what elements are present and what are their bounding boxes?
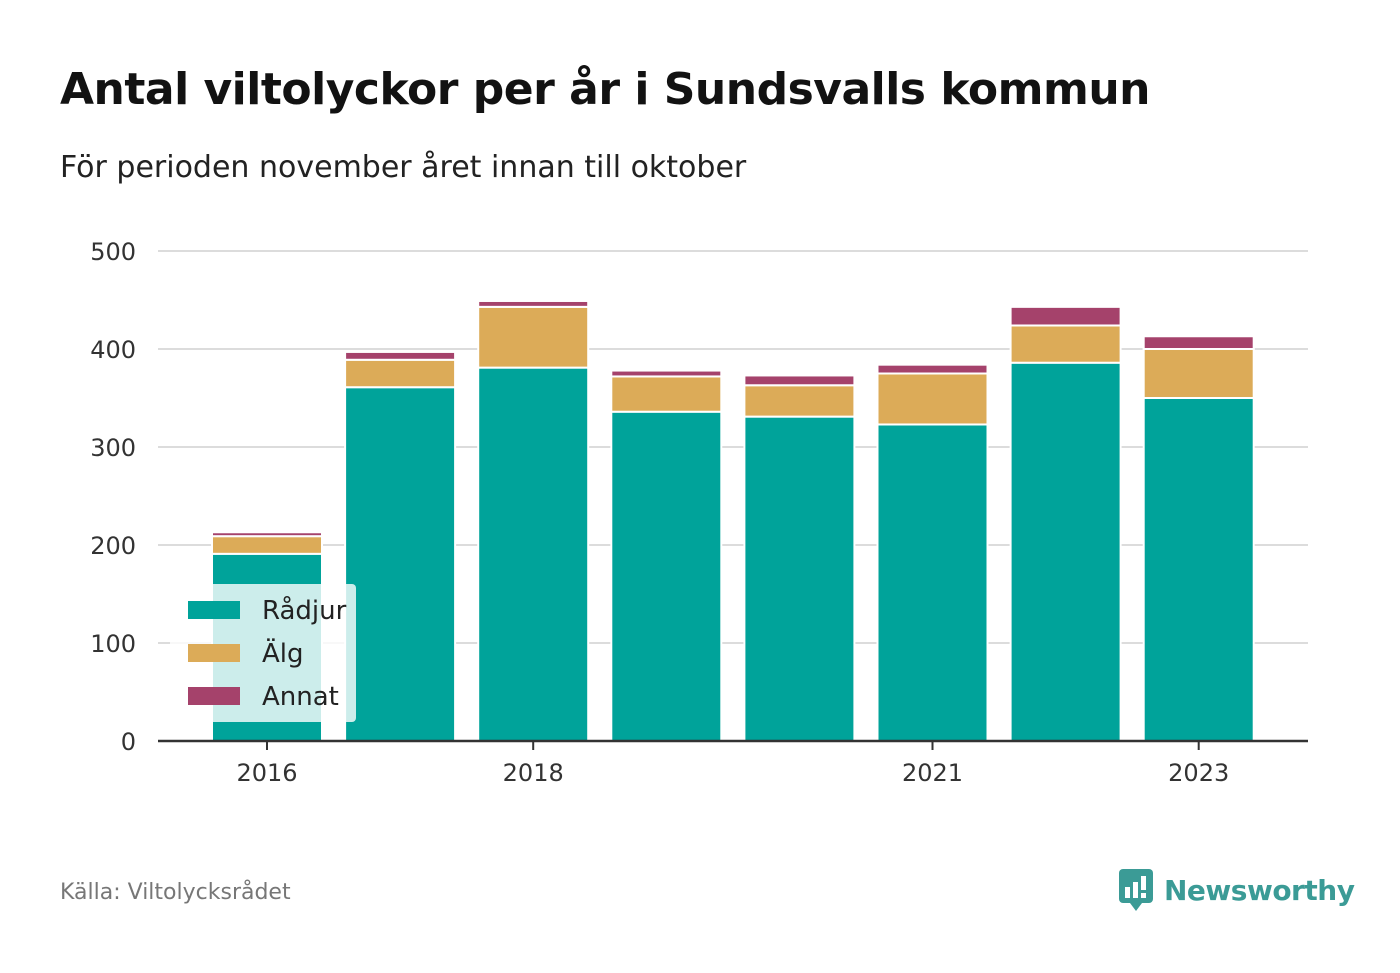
bar-segment-2018-Rådjur bbox=[477, 366, 590, 742]
y-tick-label: 500 bbox=[90, 238, 136, 266]
bar-segment-2023-Annat bbox=[1142, 335, 1255, 351]
bar-segment-2022-Rådjur bbox=[1009, 361, 1122, 742]
bar-segment-2020-Rådjur bbox=[743, 415, 856, 742]
bar-segment-2017-Älg bbox=[344, 358, 457, 389]
x-tick-label: 2016 bbox=[236, 759, 297, 787]
brand-logo: Newsworthy bbox=[1118, 868, 1355, 912]
x-tick-label: 2021 bbox=[902, 759, 963, 787]
legend-swatch-Annat bbox=[188, 687, 240, 705]
legend-label-Annat: Annat bbox=[262, 682, 339, 712]
bar-segment-2021-Rådjur bbox=[876, 423, 989, 742]
legend-label-Älg: Älg bbox=[262, 637, 304, 669]
bar-segment-2021-Älg bbox=[876, 372, 989, 426]
bar-segment-2022-Annat bbox=[1009, 305, 1122, 327]
bar-segment-2021-Annat bbox=[876, 363, 989, 375]
y-tick-label: 400 bbox=[90, 336, 136, 364]
chart-title: Antal viltolyckor per år i Sundsvalls ko… bbox=[60, 64, 1150, 115]
bar-segment-2016-Älg bbox=[211, 535, 323, 555]
bar-segment-2019-Rådjur bbox=[610, 410, 723, 742]
bar-segment-2016-Annat bbox=[211, 531, 323, 538]
x-tick-label: 2018 bbox=[503, 759, 564, 787]
bar-segment-2017-Annat bbox=[344, 350, 457, 361]
x-tick-label: 2023 bbox=[1168, 759, 1229, 787]
bar-segment-2019-Älg bbox=[610, 375, 723, 413]
y-tick-label: 100 bbox=[90, 630, 136, 658]
chart-bubble-icon bbox=[1119, 869, 1153, 911]
chart-subtitle: För perioden november året innan till ok… bbox=[60, 150, 747, 185]
y-tick-label: 300 bbox=[90, 434, 136, 462]
bar-segment-2018-Annat bbox=[477, 299, 590, 308]
legend: Rådjur Älg Annat bbox=[170, 584, 356, 722]
source-note: Källa: Viltolycksrådet bbox=[60, 880, 291, 905]
legend-label-Rådjur: Rådjur bbox=[262, 595, 347, 626]
brand-name: Newsworthy bbox=[1164, 873, 1355, 907]
bar-segment-2020-Annat bbox=[743, 374, 856, 387]
y-tick-label: 200 bbox=[90, 532, 136, 560]
legend-swatch-Älg bbox=[188, 644, 240, 662]
legend-swatch-Rådjur bbox=[188, 601, 240, 619]
bar-segment-2018-Älg bbox=[477, 305, 590, 369]
bar-segment-2022-Älg bbox=[1009, 324, 1122, 364]
bar-segment-2017-Rådjur bbox=[344, 386, 457, 742]
bar-segment-2023-Rådjur bbox=[1142, 397, 1255, 742]
bar-segment-2023-Älg bbox=[1142, 348, 1255, 399]
bar-segment-2020-Älg bbox=[743, 384, 856, 418]
y-tick-label: 0 bbox=[121, 728, 136, 756]
bar-segment-2019-Annat bbox=[610, 369, 723, 378]
